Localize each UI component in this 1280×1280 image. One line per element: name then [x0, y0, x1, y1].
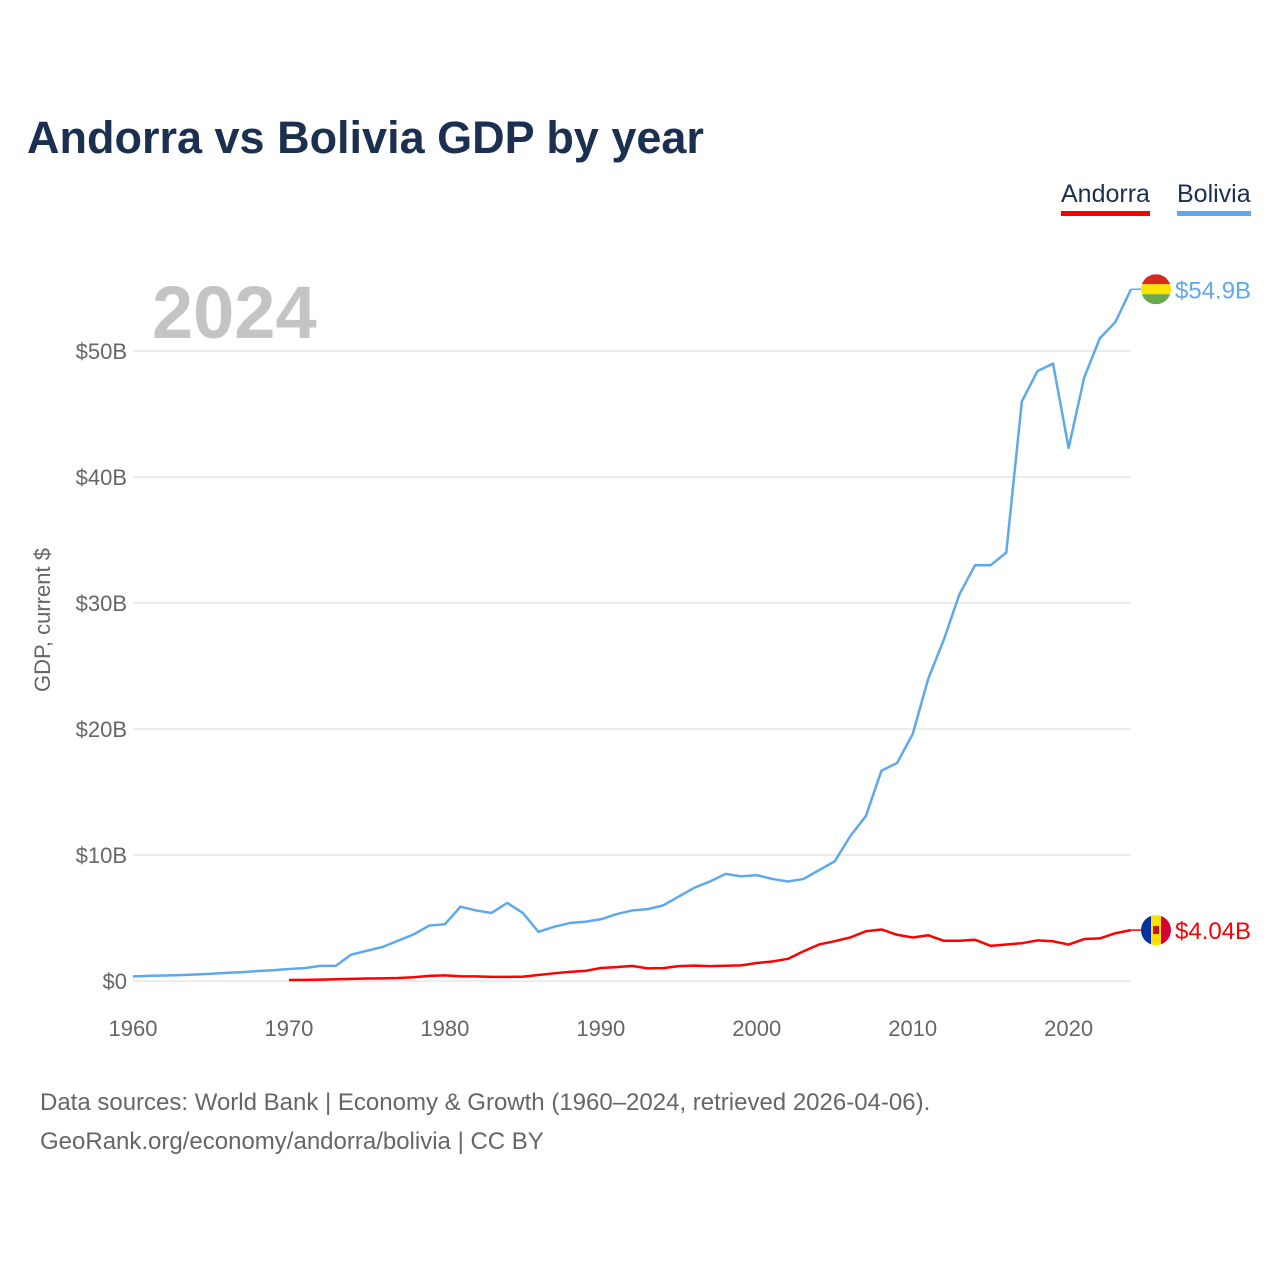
end-value-label-andorra: $4.04B	[1175, 918, 1251, 945]
legend-bolivia[interactable]: Bolivia	[1177, 180, 1251, 216]
series-line-bolivia[interactable]	[132, 288, 1133, 978]
y-tick-label: $20B	[76, 717, 127, 742]
chart-title: Andorra vs Bolivia GDP by year	[27, 112, 704, 163]
y-tick-label: $10B	[76, 843, 127, 868]
legend-andorra[interactable]: Andorra	[1061, 180, 1150, 216]
source-line-2[interactable]: GeoRank.org/economy/andorra/bolivia | CC…	[40, 1128, 544, 1155]
y-tick-label: $0	[103, 969, 127, 994]
series-line-andorra[interactable]	[288, 928, 1132, 982]
x-tick-label: 2000	[732, 1016, 781, 1041]
y-tick-label: $30B	[76, 591, 127, 616]
x-tick-label: 1990	[576, 1016, 625, 1041]
y-tick-label: $40B	[76, 465, 127, 490]
x-tick-label: 1960	[109, 1016, 158, 1041]
bolivia-flag-icon	[1141, 274, 1171, 305]
y-tick-label: $50B	[76, 339, 127, 364]
x-tick-label: 1980	[420, 1016, 469, 1041]
x-tick-label: 1970	[264, 1016, 313, 1041]
x-tick-label: 2020	[1044, 1016, 1093, 1041]
andorra-flag-icon	[1141, 915, 1171, 946]
y-axis-label: GDP, current $	[30, 548, 55, 692]
end-value-label-bolivia: $54.9B	[1175, 277, 1251, 304]
year-label: 2024	[152, 271, 317, 354]
source-line-1: Data sources: World Bank | Economy & Gro…	[40, 1089, 931, 1116]
source-note: Data sources: World Bank | Economy & Gro…	[40, 1083, 930, 1161]
x-tick-label: 2010	[888, 1016, 937, 1041]
